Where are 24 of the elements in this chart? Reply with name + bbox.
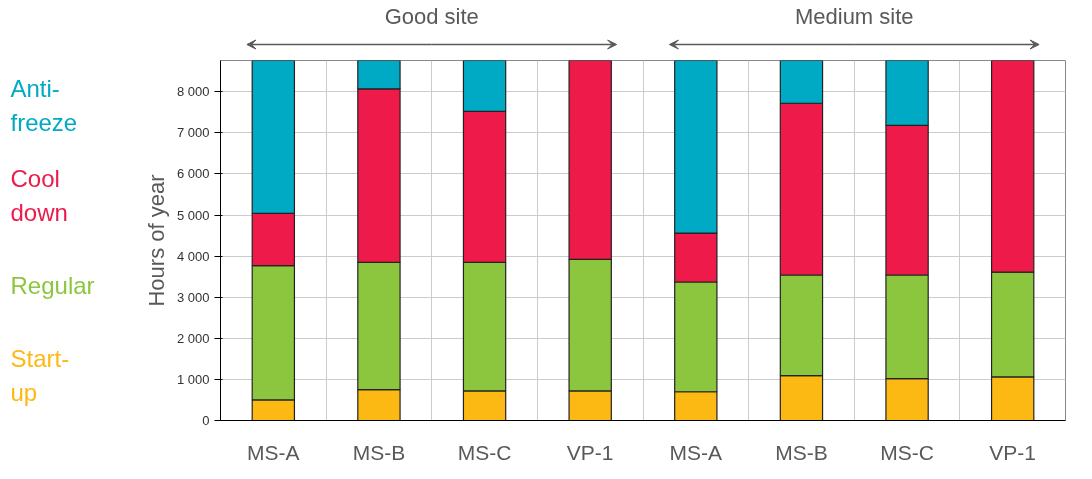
- y-tick-label: 8 000: [176, 84, 210, 100]
- x-tick-label: MS-C: [880, 440, 934, 464]
- text: Good site: [384, 4, 479, 30]
- y-tick-label: 2 000: [176, 330, 210, 346]
- y-tick-label: 7 000: [176, 125, 210, 141]
- y-tick-label: 6 000: [176, 166, 210, 182]
- x-tick-label: MS-A: [247, 440, 300, 464]
- y-tick-label: 4 000: [176, 248, 210, 264]
- x-tick-label: VP-1: [989, 440, 1037, 464]
- y-tick-label: 3 000: [176, 289, 210, 305]
- text: Medium site: [794, 4, 914, 30]
- text: Regular: [10, 272, 95, 299]
- y-tick-label: 1 000: [176, 371, 210, 387]
- text: Start-up: [10, 345, 70, 406]
- y-tick-label: 0: [202, 413, 210, 428]
- x-tick-label: MS-A: [669, 440, 723, 464]
- x-tick-label: VP-1: [566, 440, 614, 464]
- x-tick-label: MS-B: [775, 440, 828, 464]
- text: Cool down: [10, 165, 68, 226]
- y-tick-label: 5 000: [176, 207, 210, 223]
- y-axis-title: Hours of year: [143, 174, 169, 307]
- x-tick-label: MS-C: [457, 440, 512, 464]
- text: Anti-freeze: [10, 75, 78, 136]
- x-tick-label: MS-B: [352, 440, 406, 464]
